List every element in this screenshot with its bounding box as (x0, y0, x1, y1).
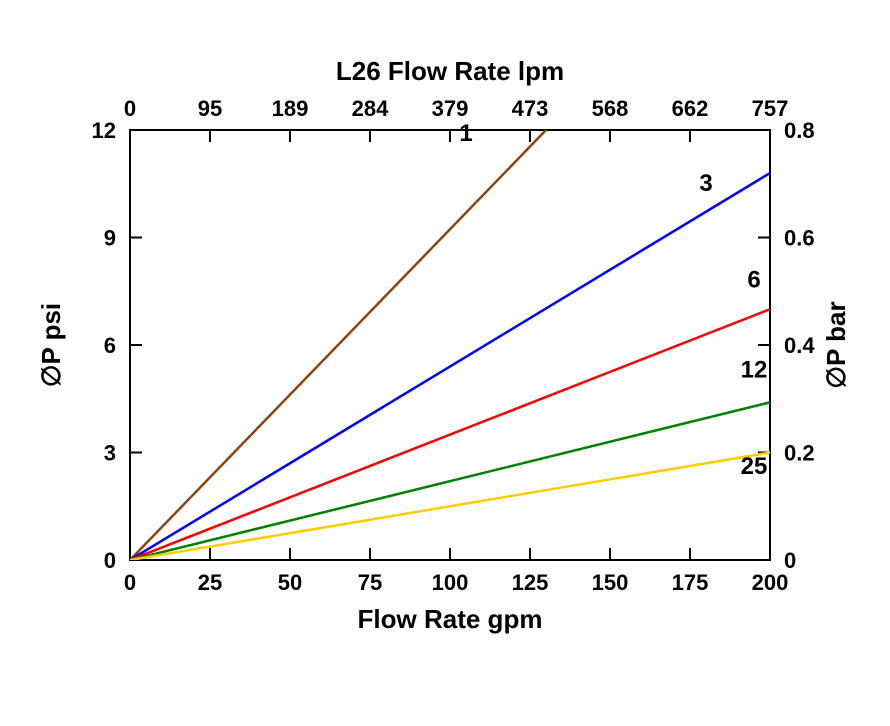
x-bottom-tick-label: 25 (198, 570, 222, 595)
y-left-tick-label: 12 (92, 118, 116, 143)
x-bottom-tick-label: 50 (278, 570, 302, 595)
series-label: 1 (459, 120, 472, 147)
y-left-tick-label: 3 (104, 441, 116, 466)
x-top-tick-label: 95 (198, 96, 222, 121)
y-left-title: ∅P psi (36, 303, 66, 387)
x-bottom-title: Flow Rate gpm (358, 604, 543, 634)
x-top-tick-label: 473 (512, 96, 549, 121)
y-right-tick-label: 0.8 (784, 118, 815, 143)
x-top-tick-label: 0 (124, 96, 136, 121)
x-bottom-tick-label: 175 (672, 570, 709, 595)
y-right-tick-label: 0.4 (784, 333, 815, 358)
x-top-tick-label: 379 (432, 96, 469, 121)
y-left-tick-label: 9 (104, 226, 116, 251)
x-bottom-tick-label: 100 (432, 570, 469, 595)
x-bottom-tick-label: 75 (358, 570, 382, 595)
x-bottom-tick-label: 200 (752, 570, 789, 595)
series-label: 3 (699, 170, 712, 197)
x-top-tick-label: 189 (272, 96, 309, 121)
y-right-tick-label: 0.2 (784, 441, 815, 466)
series-label: 6 (747, 267, 760, 294)
y-right-title: ∅P bar (821, 301, 851, 388)
x-top-title: L26 Flow Rate lpm (336, 56, 564, 86)
series-label: 12 (741, 356, 768, 383)
x-top-tick-label: 662 (672, 96, 709, 121)
line-chart: 0255075100125150175200Flow Rate gpm09518… (0, 0, 890, 726)
x-bottom-tick-label: 0 (124, 570, 136, 595)
x-bottom-tick-label: 125 (512, 570, 549, 595)
series-label: 25 (741, 453, 768, 480)
chart-container: 0255075100125150175200Flow Rate gpm09518… (0, 0, 890, 726)
y-left-tick-label: 0 (104, 548, 116, 573)
x-bottom-tick-label: 150 (592, 570, 629, 595)
y-right-tick-label: 0 (784, 548, 796, 573)
x-top-tick-label: 757 (752, 96, 789, 121)
y-right-tick-label: 0.6 (784, 226, 815, 251)
x-top-tick-label: 568 (592, 96, 629, 121)
y-left-tick-label: 6 (104, 333, 116, 358)
x-top-tick-label: 284 (352, 96, 389, 121)
